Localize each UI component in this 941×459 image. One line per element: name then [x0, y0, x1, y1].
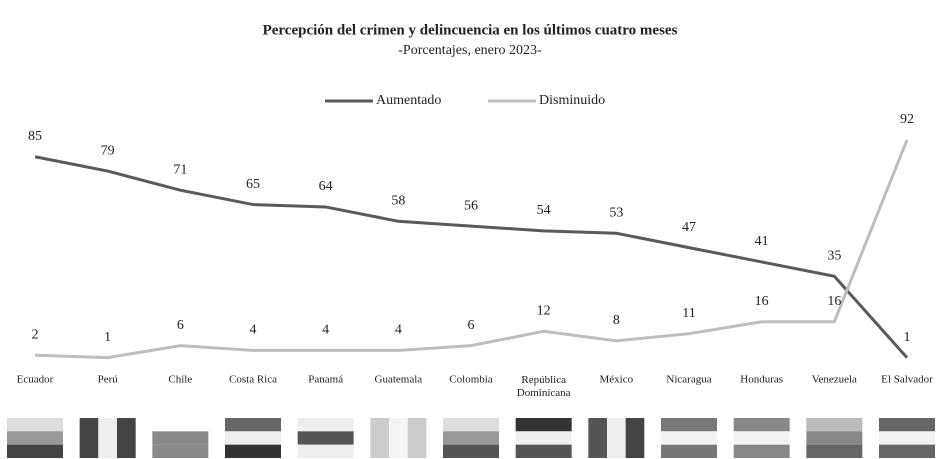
data-label: 2 — [32, 327, 39, 342]
flag-band — [407, 418, 427, 458]
data-label: 6 — [177, 318, 184, 333]
x-tick-label: Chile — [168, 374, 192, 386]
flag-band — [733, 444, 790, 458]
data-label: 1 — [904, 330, 911, 345]
flag-band — [225, 444, 281, 458]
flag-band — [152, 444, 209, 458]
data-label: 8 — [613, 313, 620, 328]
flags — [7, 418, 935, 458]
data-label: 6 — [468, 318, 475, 333]
flag-band — [515, 444, 572, 458]
flag-band — [297, 418, 354, 432]
data-label: 71 — [173, 162, 187, 177]
flag-band — [733, 431, 790, 445]
data-label: 4 — [395, 323, 402, 338]
data-label: 53 — [609, 205, 623, 220]
flag-band — [806, 444, 863, 458]
flag-band — [733, 418, 790, 432]
flag-band — [297, 431, 354, 445]
flag-band — [98, 418, 117, 458]
x-tick-label: El Salvador — [881, 374, 933, 386]
x-tick-label: República Dominicana — [517, 374, 571, 399]
flag-band — [7, 431, 63, 445]
series-line — [34, 155, 909, 359]
flag-band — [588, 418, 607, 458]
data-label: 41 — [755, 234, 769, 249]
data-label: 16 — [827, 294, 841, 309]
flag-band — [225, 431, 281, 445]
x-tick-label: México — [600, 374, 634, 386]
flag-band — [117, 418, 136, 458]
data-label: 58 — [391, 194, 405, 209]
flag-band — [661, 444, 717, 458]
flag-band — [879, 444, 935, 458]
flag-band — [443, 431, 499, 445]
flag-band — [515, 431, 572, 445]
data-label: 79 — [101, 143, 115, 158]
x-tick-label: Colombia — [449, 374, 493, 386]
data-label: 65 — [246, 177, 260, 192]
flag-band — [152, 418, 209, 432]
flag-band — [370, 418, 389, 458]
flag-band — [879, 431, 935, 445]
x-tick-label: Panamá — [308, 374, 343, 386]
x-tick-label: Honduras — [740, 374, 783, 386]
x-tick-label: Perú — [98, 374, 119, 386]
x-tick-label: Nicaragua — [666, 374, 711, 386]
flag-band — [661, 431, 717, 445]
series-line — [34, 139, 909, 360]
x-tick-label: Venezuela — [812, 374, 857, 386]
data-label: 35 — [827, 249, 841, 264]
chart-subtitle: -Porcentajes, enero 2023- — [398, 43, 542, 58]
flag-band — [661, 418, 717, 432]
data-label: 4 — [322, 323, 329, 338]
data-label: 47 — [682, 220, 696, 235]
data-label: 92 — [900, 112, 914, 127]
data-label: 85 — [28, 129, 42, 144]
flag-band — [389, 418, 408, 458]
data-label: 54 — [537, 203, 551, 218]
data-label: 12 — [537, 304, 551, 319]
flag-band — [443, 444, 499, 458]
x-tick-label: Ecuador — [17, 374, 54, 386]
data-label: 64 — [319, 179, 333, 194]
data-label: 16 — [755, 294, 769, 309]
flag-band — [806, 431, 863, 445]
flag-band — [7, 418, 63, 432]
legend-label: Disminuido — [539, 93, 605, 108]
flag-band — [7, 444, 63, 458]
x-tick-label: Costa Rica — [229, 374, 277, 386]
flag-band — [607, 418, 626, 458]
data-label: 4 — [250, 323, 257, 338]
flag-band — [625, 418, 645, 458]
flag-band — [297, 444, 354, 458]
flag-band — [443, 418, 499, 432]
flag-band — [515, 418, 572, 432]
data-label: 11 — [682, 306, 695, 321]
data-label: 56 — [464, 198, 478, 213]
flag-band — [225, 418, 281, 432]
legend-label: Aumentado — [376, 93, 441, 108]
flag-band — [152, 431, 209, 445]
flag-band — [79, 418, 99, 458]
x-tick-label: Guatemala — [375, 374, 423, 386]
data-label: 1 — [104, 330, 111, 345]
flag-band — [879, 418, 935, 432]
flag-band — [806, 418, 863, 432]
chart-title: Percepción del crimen y delincuencia en … — [263, 22, 678, 38]
